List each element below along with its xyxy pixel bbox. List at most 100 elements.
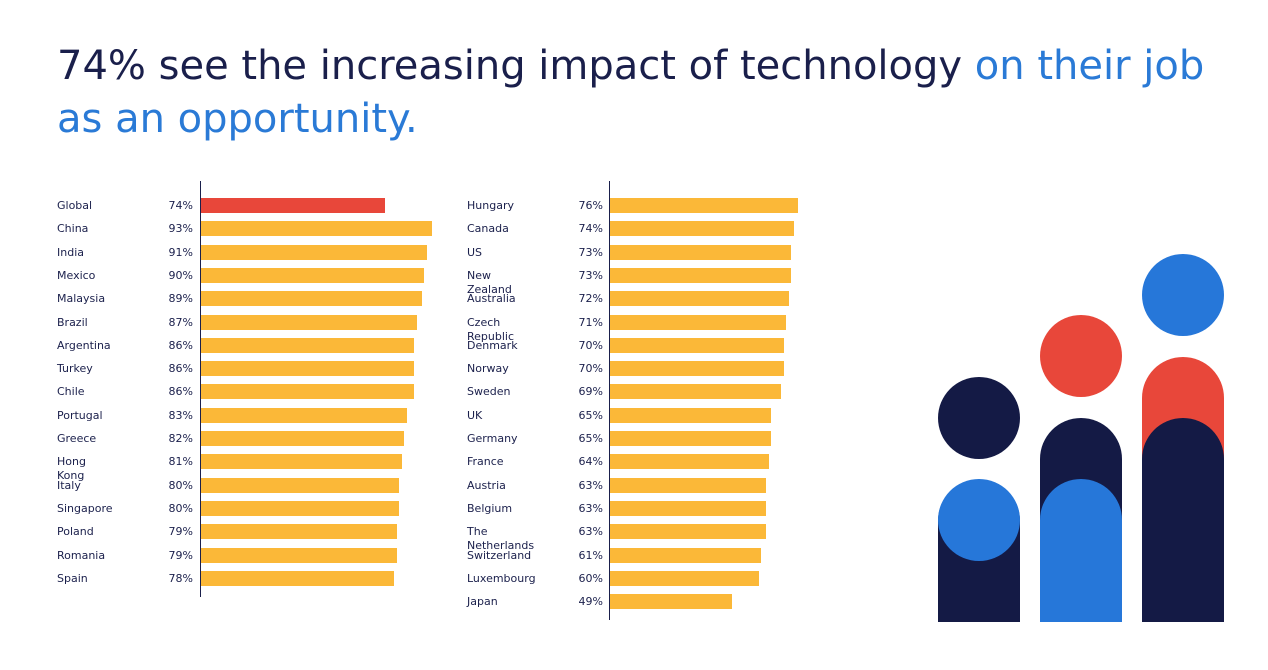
value-label: 61% [578,548,603,562]
value-label: 74% [578,222,603,236]
category-label: Mexico [57,268,96,282]
value-label: 70% [578,362,603,376]
value-label: 93% [168,222,193,236]
value-label: 73% [578,268,603,282]
bar-portugal [201,407,407,423]
person-head [938,479,1020,561]
category-label: Denmark [467,338,518,352]
category-label: The Netherlands [467,525,535,553]
category-label: Czech Republic [467,315,515,343]
category-label: Hungary [467,199,514,212]
person-body [1142,418,1224,622]
value-label: 87% [168,315,193,329]
bar-spain [201,570,394,586]
people-illustration [938,254,1224,622]
value-label: 76% [578,199,603,212]
bar-switzerland [610,547,761,563]
category-label: India [57,245,84,259]
bar-brazil [201,314,417,330]
category-label: Singapore [57,501,113,515]
bar-denmark [610,337,784,353]
bar-turkey [201,361,414,377]
value-label: 91% [168,245,193,259]
value-label: 83% [168,408,193,422]
category-label: Australia [467,292,516,306]
bar-australia [610,291,789,307]
category-label: Canada [467,222,509,236]
value-label: 63% [578,501,603,515]
category-label: Austria [467,478,506,492]
category-label: Portugal [57,408,103,422]
bar-czech-republic [610,314,786,330]
category-label: Malaysia [57,292,106,306]
category-label: Hong Kong [57,455,86,483]
value-label: 71% [578,315,603,329]
value-label: 86% [168,362,193,376]
category-label: Luxembourg [467,571,536,585]
person-body [1040,479,1122,622]
bar-argentina [201,337,414,353]
value-label: 74% [168,199,193,212]
category-label: Global [57,199,93,212]
value-label: 80% [168,478,193,492]
value-label: 64% [578,455,603,469]
bar-belgium [610,500,766,516]
value-label: 89% [168,292,193,306]
category-label: Argentina [57,338,111,352]
category-label: Switzerland [467,548,532,562]
bar-india [201,244,427,260]
value-label: 86% [168,338,193,352]
value-label: 79% [168,525,193,539]
value-label: 82% [168,432,193,445]
bar-hungary [610,198,798,213]
category-label: Germany [467,432,518,445]
bar-us [610,244,791,260]
bar-poland [201,524,397,540]
category-label: Turkey [57,362,93,376]
value-label: 63% [578,478,603,492]
bar-austria [610,477,766,493]
page-title: 74% see the increasing impact of technol… [57,40,1217,146]
y-axis-line [200,181,201,598]
category-label: Italy [57,478,81,492]
category-label: China [57,222,89,236]
bar-hong-kong [201,454,402,470]
person-head [1142,254,1224,336]
bar-china [201,221,432,237]
category-label: Romania [57,548,106,562]
value-label: 86% [168,385,193,399]
category-label: Greece [57,432,97,445]
bar-global [201,198,385,213]
bar-germany [610,431,771,446]
category-label: Brazil [57,315,88,329]
bar-sweden [610,384,781,400]
value-label: 78% [168,571,193,585]
bar-mexico [201,267,424,283]
category-label: New Zealand [467,268,512,296]
value-label: 90% [168,268,193,282]
bar-romania [201,547,397,563]
bar-malaysia [201,291,422,307]
bar-canada [610,221,794,237]
bar-norway [610,361,784,377]
value-label: 79% [168,548,193,562]
value-label: 65% [578,432,603,445]
title-main: 74% see the increasing impact of technol… [57,43,975,89]
category-label: Norway [467,362,509,376]
category-label: Belgium [467,501,513,515]
bar-japan [610,594,732,610]
bar-chile [201,384,414,400]
value-label: 72% [578,292,603,306]
category-label: US [467,245,483,259]
category-label: Poland [57,525,94,539]
bar-the-netherlands [610,524,766,540]
category-label: Japan [467,595,498,609]
value-label: 81% [168,455,193,469]
bar-france [610,454,769,470]
value-label: 60% [578,571,603,585]
value-label: 70% [578,338,603,352]
value-label: 63% [578,525,603,539]
value-label: 80% [168,501,193,515]
person-head [1040,315,1122,397]
bar-uk [610,407,771,423]
